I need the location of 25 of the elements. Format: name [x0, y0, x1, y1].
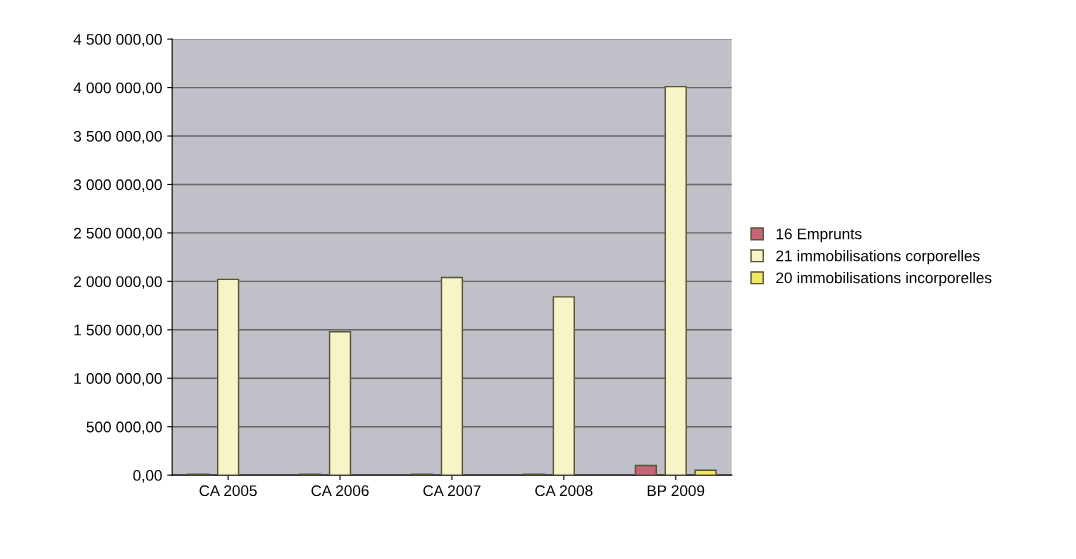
x-tick-label: CA 2007	[423, 485, 481, 497]
bar	[552, 296, 575, 476]
y-tick-label: 3 500 000,00	[73, 130, 162, 144]
y-tick-label: 3 000 000,00	[73, 179, 162, 192]
y-tick-label: 500 000,00	[86, 421, 162, 435]
legend-label: 21 immobilisations corporelles	[776, 250, 980, 265]
x-tick-label: CA 2008	[535, 485, 593, 497]
x-tick-label: BP 2009	[647, 485, 705, 497]
legend-label: 20 immobilisations incorporelles	[776, 272, 992, 287]
bar	[440, 276, 464, 476]
legend-label: 16 Emprunts	[776, 228, 862, 243]
bar	[694, 469, 717, 476]
y-tick-label: 4 000 000,00	[73, 82, 162, 96]
y-tick-label: 1 500 000,00	[74, 324, 162, 338]
bar	[664, 85, 687, 476]
bar	[634, 464, 658, 476]
y-tick-label: 0,00	[133, 470, 162, 483]
x-tick-label: CA 2005	[199, 485, 257, 497]
y-tick-label: 2 500 000,00	[74, 227, 162, 241]
bar	[216, 278, 240, 476]
y-tick-label: 1 000 000,00	[74, 373, 162, 386]
y-tick-label: 2 000 000,00	[74, 276, 162, 289]
y-tick-label: 4 500 000,00	[73, 34, 162, 47]
x-tick-label: CA 2006	[311, 485, 369, 497]
bar	[328, 331, 352, 476]
